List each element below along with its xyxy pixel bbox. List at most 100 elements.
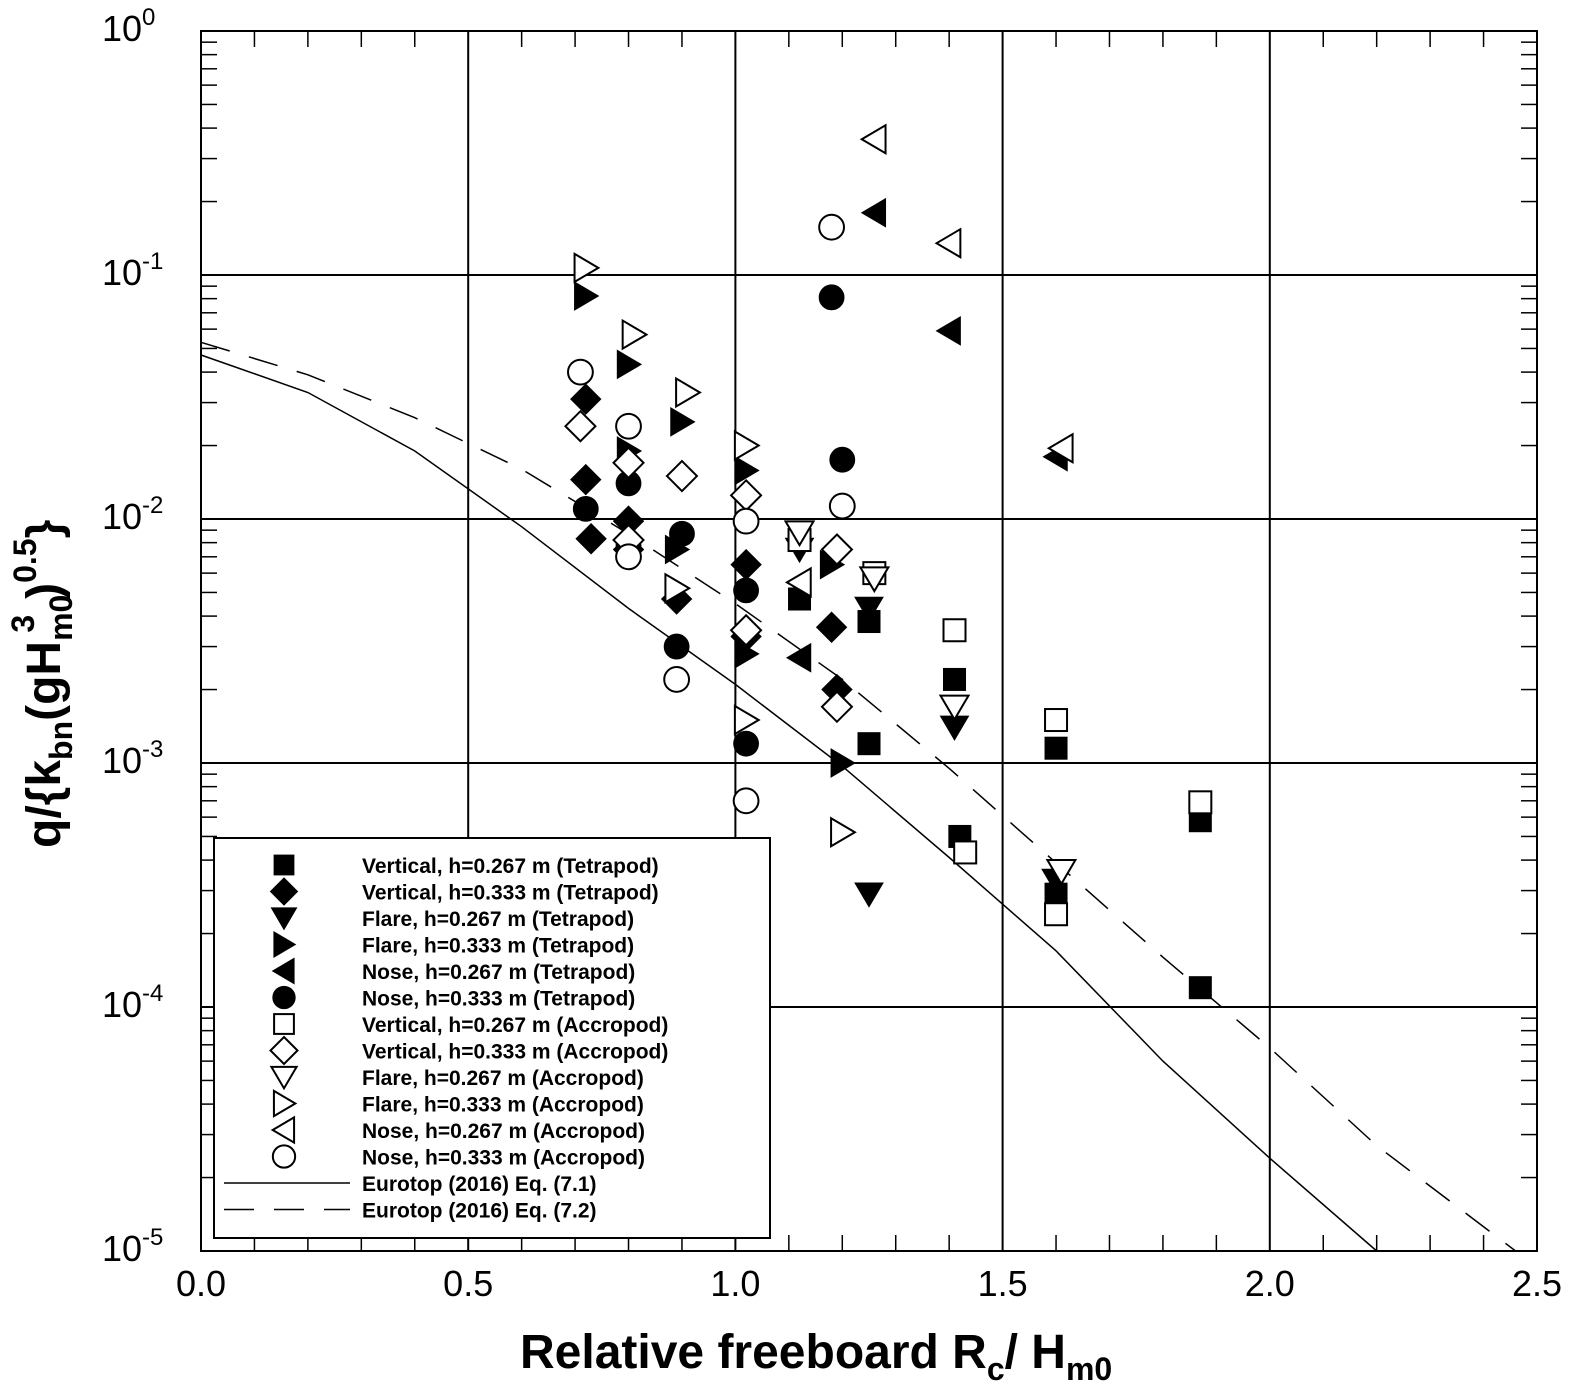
y-tick-label: 10-3 (102, 736, 163, 781)
filled-triangle-right-point (574, 281, 600, 311)
open-triangle-left-point (859, 123, 887, 156)
filled-triangle-left-point (860, 197, 887, 228)
open-circle-point (818, 213, 845, 241)
filled-circle-point (669, 520, 695, 547)
open-triangle-right-point (664, 572, 692, 605)
legend-marker (271, 1144, 297, 1169)
filled-circle-point (663, 633, 690, 660)
legend-marker (272, 985, 296, 1010)
open-triangle-down-point (858, 566, 891, 594)
data-points (564, 123, 1213, 1000)
open-diamond-point (612, 446, 645, 480)
x-tick-label: 2.0 (1245, 1263, 1295, 1304)
open-square-point (1188, 790, 1213, 815)
legend-label: Nose, h=0.267 m (Accropod) (362, 1120, 645, 1143)
filled-square-point (857, 732, 881, 756)
open-diamond-point (820, 690, 854, 724)
open-triangle-right-point (733, 704, 761, 736)
filled-triangle-down-point (854, 596, 884, 623)
filled-triangle-right-point (734, 455, 760, 486)
legend-label: Flare, h=0.267 m (Accropod) (362, 1067, 644, 1090)
filled-diamond-point (575, 523, 607, 555)
x-tick-label: 1.0 (710, 1263, 760, 1304)
legend-marker (270, 1115, 296, 1145)
open-triangle-right-point (621, 318, 649, 351)
x-tick-label: 0.0 (176, 1263, 226, 1304)
legend-marker (270, 907, 298, 931)
open-triangle-right-point (675, 376, 702, 409)
open-diamond-point (729, 613, 763, 647)
open-square-point (953, 840, 978, 865)
legend-label: Vertical, h=0.267 m (Tetrapod) (362, 855, 659, 878)
y-tick-label: 10-1 (102, 248, 163, 293)
open-triangle-left-point (784, 566, 812, 599)
legend-marker (269, 877, 299, 906)
open-triangle-left-point (934, 227, 962, 259)
legend-label: Flare, h=0.267 m (Tetrapod) (362, 908, 634, 931)
legend-label: Vertical, h=0.333 m (Accropod) (362, 1041, 668, 1064)
x-tick-label: 0.5 (443, 1263, 493, 1304)
legend-marker (269, 1065, 299, 1091)
y-tick-label: 10-5 (102, 1224, 163, 1269)
filled-triangle-right-point (670, 407, 696, 437)
y-axis-title: q/{kbn(gHm03)0.5} (5, 520, 79, 848)
open-circle-point (663, 666, 691, 693)
filled-square-point (943, 667, 967, 691)
filled-triangle-right-point (734, 639, 760, 669)
y-tick-label: 10-2 (102, 492, 163, 537)
open-circle-point (615, 543, 642, 571)
x-tick-labels: 0.0 0.5 1.0 1.5 2.0 2.5 (176, 1263, 1562, 1304)
plot-frame (200, 30, 1538, 1252)
legend-marker (272, 1089, 298, 1118)
minor-ticks (201, 31, 1537, 1251)
open-circle-point (615, 412, 642, 440)
filled-circle-point (572, 496, 599, 522)
open-triangle-down-point (938, 694, 971, 722)
filled-triangle-down-point (854, 882, 884, 908)
open-triangle-left-point (1046, 432, 1074, 464)
open-diamond-point (665, 459, 699, 493)
open-triangle-right-point (573, 252, 601, 284)
filled-diamond-point (570, 383, 602, 415)
legend-label: Nose, h=0.333 m (Tetrapod) (362, 988, 635, 1011)
open-square-point (942, 618, 967, 643)
legend-label: Vertical, h=0.333 m (Tetrapod) (362, 882, 659, 905)
legend-marker (273, 931, 297, 958)
x-axis-title: Relative freeboard Rc/ Hm0 (520, 1326, 1112, 1387)
legend-box (213, 837, 771, 1239)
filled-circle-point (733, 730, 759, 757)
filled-circle-point (829, 446, 856, 473)
open-triangle-right-point (733, 429, 761, 462)
filled-square-point (1044, 736, 1068, 760)
legend-label: Eurotop (2016) Eq. (7.1) (362, 1173, 597, 1196)
filled-diamond-point (815, 611, 848, 643)
filled-square-point (1188, 976, 1212, 1000)
open-square-point (1044, 902, 1069, 927)
filled-triangle-left-point (785, 642, 812, 673)
open-circle-point (732, 787, 760, 815)
y-tick-label: 10-4 (102, 980, 163, 1025)
legend-label: Vertical, h=0.267 m (Accropod) (362, 1014, 668, 1037)
legend: Vertical, h=0.267 m (Tetrapod) Vertical, … (213, 837, 771, 1239)
legend-label: Flare, h=0.333 m (Accropod) (362, 1094, 644, 1117)
open-triangle-down-point (783, 520, 816, 548)
x-tick-label: 1.5 (978, 1263, 1028, 1304)
filled-circle-point (733, 577, 759, 604)
open-circle-point (567, 358, 594, 386)
legend-marker (273, 1013, 295, 1035)
open-circle-point (732, 507, 760, 535)
open-square-point (1044, 708, 1069, 733)
legend-marker (269, 1035, 299, 1066)
legend-label: Nose, h=0.333 m (Accropod) (362, 1147, 645, 1170)
filled-diamond-point (570, 463, 602, 496)
legend-label: Nose, h=0.267 m (Tetrapod) (362, 961, 635, 984)
y-tick-labels: 100 10-1 10-2 10-3 10-4 10-5 (102, 4, 163, 1269)
filled-circle-point (818, 284, 845, 311)
open-triangle-down-point (1045, 859, 1078, 886)
open-circle-point (828, 492, 856, 520)
open-triangle-right-point (830, 816, 857, 849)
open-diamond-point (564, 409, 597, 443)
x-tick-label: 2.5 (1512, 1263, 1562, 1304)
filled-triangle-right-point (830, 748, 856, 778)
